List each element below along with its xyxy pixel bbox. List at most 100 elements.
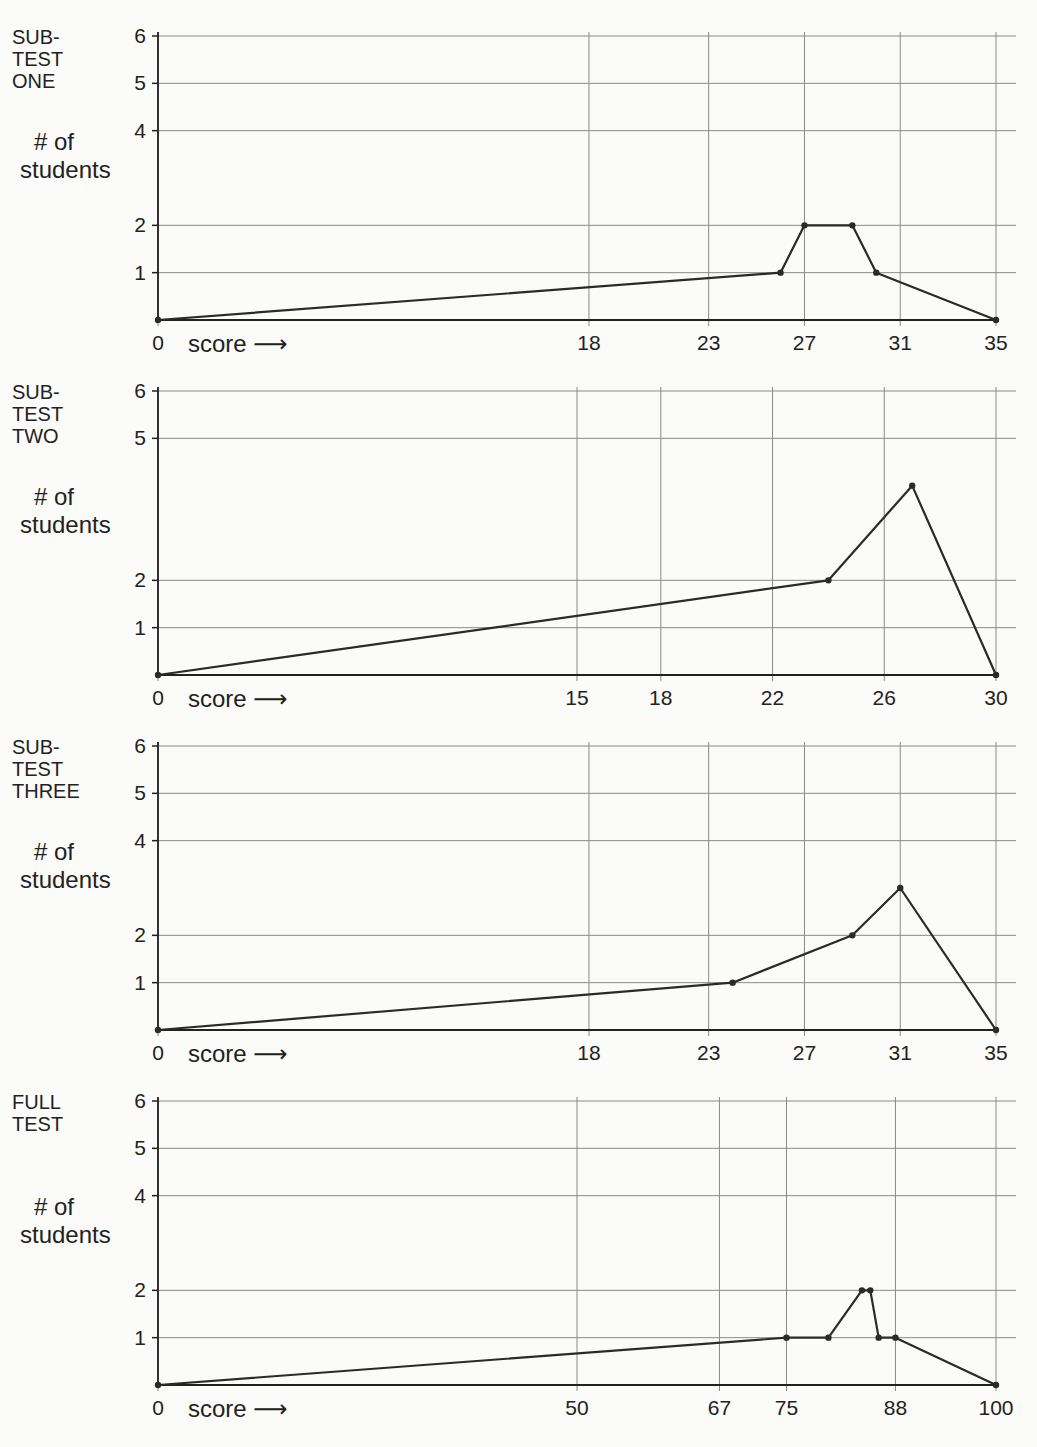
y-title-line: # of	[34, 1193, 74, 1220]
y-axis-title: # ofstudents	[20, 128, 111, 183]
title-line: TEST	[12, 1113, 63, 1135]
x-axis-title: score ⟶	[188, 330, 288, 357]
y-tick	[152, 390, 158, 392]
grid-line	[158, 746, 1016, 747]
panel: 1245601823273135score ⟶SUB-TESTONE# ofst…	[12, 24, 1016, 357]
panel: 12456050677588100score ⟶FULLTEST# ofstud…	[12, 1089, 1016, 1422]
title-line: TWO	[12, 425, 59, 447]
panel-title: SUB-TESTTWO	[12, 381, 63, 447]
point	[155, 317, 161, 323]
y-tick-label: 5	[134, 71, 146, 94]
y-tick	[152, 272, 158, 274]
point	[783, 1334, 789, 1340]
title-line: SUB-	[12, 26, 60, 48]
grid-line	[158, 438, 1016, 439]
y-title-line: # of	[34, 838, 74, 865]
point	[155, 1382, 161, 1388]
y-axis	[157, 742, 159, 1030]
point	[993, 672, 999, 678]
point	[155, 1027, 161, 1033]
y-tick	[152, 1100, 158, 1102]
y-tick-label: 5	[134, 781, 146, 804]
title-line: FULL	[12, 1091, 61, 1113]
grid-line	[158, 387, 159, 681]
point	[867, 1287, 873, 1293]
title-line: TEST	[12, 403, 63, 425]
grid-line	[158, 130, 1016, 131]
grid-line	[588, 742, 589, 1036]
grid-line	[158, 32, 159, 326]
grid-line	[158, 627, 1016, 628]
y-tick	[152, 793, 158, 795]
y-tick	[152, 627, 158, 629]
y-axis	[157, 1097, 159, 1385]
y-title-line: # of	[34, 483, 74, 510]
point	[849, 222, 855, 228]
y-axis	[157, 32, 159, 320]
grid-line	[158, 391, 1016, 392]
x-tick-label: 15	[565, 686, 588, 709]
y-axis-title: # ofstudents	[20, 483, 111, 538]
grid-line	[772, 387, 773, 681]
point	[993, 1382, 999, 1388]
grid-line	[660, 387, 661, 681]
x-axis	[158, 1029, 996, 1031]
line	[158, 486, 996, 675]
x-tick-label: 0	[152, 686, 164, 709]
y-tick-label: 4	[134, 119, 146, 142]
title-line: THREE	[12, 780, 80, 802]
grid-line	[996, 32, 997, 326]
x-tick-label: 31	[889, 331, 912, 354]
point	[892, 1334, 898, 1340]
y-tick	[152, 438, 158, 440]
y-tick-label: 1	[134, 261, 146, 284]
y-tick	[152, 840, 158, 842]
x-tick-label: 0	[152, 1396, 164, 1419]
point	[909, 482, 915, 488]
x-tick-label: 88	[884, 1396, 907, 1419]
point	[859, 1287, 865, 1293]
grid-line	[158, 36, 1016, 37]
y-tick	[152, 1290, 158, 1292]
y-tick-label: 5	[134, 426, 146, 449]
grid-line	[158, 83, 1016, 84]
y-tick-label: 2	[134, 1278, 146, 1301]
panel: 125601518222630score ⟶SUB-TESTTWO# ofstu…	[12, 379, 1016, 712]
title-line: ONE	[12, 70, 55, 92]
title-line: SUB-	[12, 736, 60, 758]
grid-line	[708, 32, 709, 326]
point	[155, 672, 161, 678]
y-tick-label: 6	[134, 379, 146, 402]
point	[993, 1027, 999, 1033]
point	[849, 932, 855, 938]
y-tick-label: 4	[134, 1184, 146, 1207]
y-tick	[152, 130, 158, 132]
x-tick-label: 35	[984, 331, 1007, 354]
point	[873, 269, 879, 275]
grid-line	[158, 580, 1016, 581]
point	[993, 317, 999, 323]
grid-line	[996, 387, 997, 681]
y-title-line: students	[20, 156, 111, 183]
grid-line	[804, 742, 805, 1036]
x-tick-label: 23	[697, 1041, 720, 1064]
y-tick	[152, 225, 158, 227]
panel-title: SUB-TESTONE	[12, 26, 63, 92]
y-tick-label: 2	[134, 213, 146, 236]
y-tick-label: 4	[134, 829, 146, 852]
point	[729, 979, 735, 985]
point	[777, 269, 783, 275]
x-tick-label: 31	[889, 1041, 912, 1064]
data-group	[155, 885, 999, 1033]
point	[875, 1334, 881, 1340]
x-tick-label: 100	[978, 1396, 1013, 1419]
y-title-line: students	[20, 1221, 111, 1248]
x-tick-label: 27	[793, 1041, 816, 1064]
data-group	[155, 1287, 999, 1388]
x-tick-label: 26	[873, 686, 896, 709]
grid-line	[996, 1097, 997, 1391]
x-axis-title: score ⟶	[188, 1040, 288, 1067]
x-tick-label: 0	[152, 331, 164, 354]
panel-title: FULLTEST	[12, 1091, 63, 1135]
y-axis-title: # ofstudents	[20, 838, 111, 893]
